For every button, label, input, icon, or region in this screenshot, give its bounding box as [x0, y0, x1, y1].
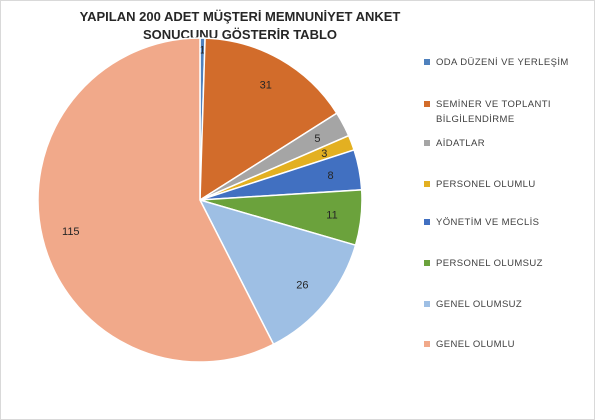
- legend-swatch-2: [424, 101, 430, 107]
- data-label-6: 11: [326, 210, 337, 222]
- legend-item-2: SEMİNER VE TOPLANTI BİLGİLENDİRME: [420, 97, 590, 127]
- legend-swatch-5: [424, 219, 430, 225]
- pie-slice-2: [199, 37, 338, 202]
- legend-label-1: ODA DÜZENİ VE YERLEŞİM: [436, 57, 569, 68]
- legend-label-4: PERSONEL OLUMLU: [436, 179, 536, 190]
- legend-item-3: AİDATLAR: [420, 136, 590, 151]
- data-label-8: 115: [62, 226, 80, 238]
- pie-slice-7: [198, 198, 357, 346]
- legend-label-6: PERSONEL OLUMSUZ: [436, 258, 543, 269]
- legend-item-5: YÖNETİM VE MECLİS: [420, 215, 590, 230]
- legend-item-8: GENEL OLUMLU: [420, 337, 590, 352]
- legend: ODA DÜZENİ VE YERLEŞİM SEMİNER VE TOPLANT…: [420, 0, 595, 420]
- legend-label-8: GENEL OLUMLU: [436, 339, 515, 350]
- legend-item-7: GENEL OLUMSUZ: [420, 297, 590, 312]
- legend-label-2: SEMİNER VE TOPLANTI BİLGİLENDİRME: [436, 99, 551, 125]
- legend-swatch-4: [424, 181, 430, 187]
- legend-swatch-3: [424, 140, 430, 146]
- legend-label-5: YÖNETİM VE MECLİS: [436, 217, 540, 228]
- data-label-5: 8: [327, 170, 333, 182]
- legend-label-3: AİDATLAR: [436, 138, 485, 149]
- legend-swatch-6: [424, 260, 430, 266]
- data-label-2: 31: [260, 80, 272, 92]
- pie-chart: 1 31 538 11 26 115: [37, 37, 363, 363]
- legend-swatch-7: [424, 301, 430, 307]
- legend-item-1: ODA DÜZENİ VE YERLEŞİM: [420, 55, 590, 70]
- legend-swatch-1: [424, 59, 430, 65]
- chart-title-line-1: YAPILAN 200 ADET MÜŞTERİ MEMNUNİYET ANKE…: [79, 9, 401, 24]
- data-label-7: 26: [296, 280, 308, 292]
- pie-slice-8: [37, 37, 275, 363]
- data-label-4: 3: [321, 148, 327, 160]
- legend-swatch-8: [424, 341, 430, 347]
- legend-label-7: GENEL OLUMSUZ: [436, 299, 523, 310]
- legend-item-4: PERSONEL OLUMLU: [420, 177, 590, 192]
- data-label-1: 1: [199, 44, 205, 56]
- data-label-3: 5: [314, 133, 320, 145]
- legend-item-6: PERSONEL OLUMSUZ: [420, 256, 590, 271]
